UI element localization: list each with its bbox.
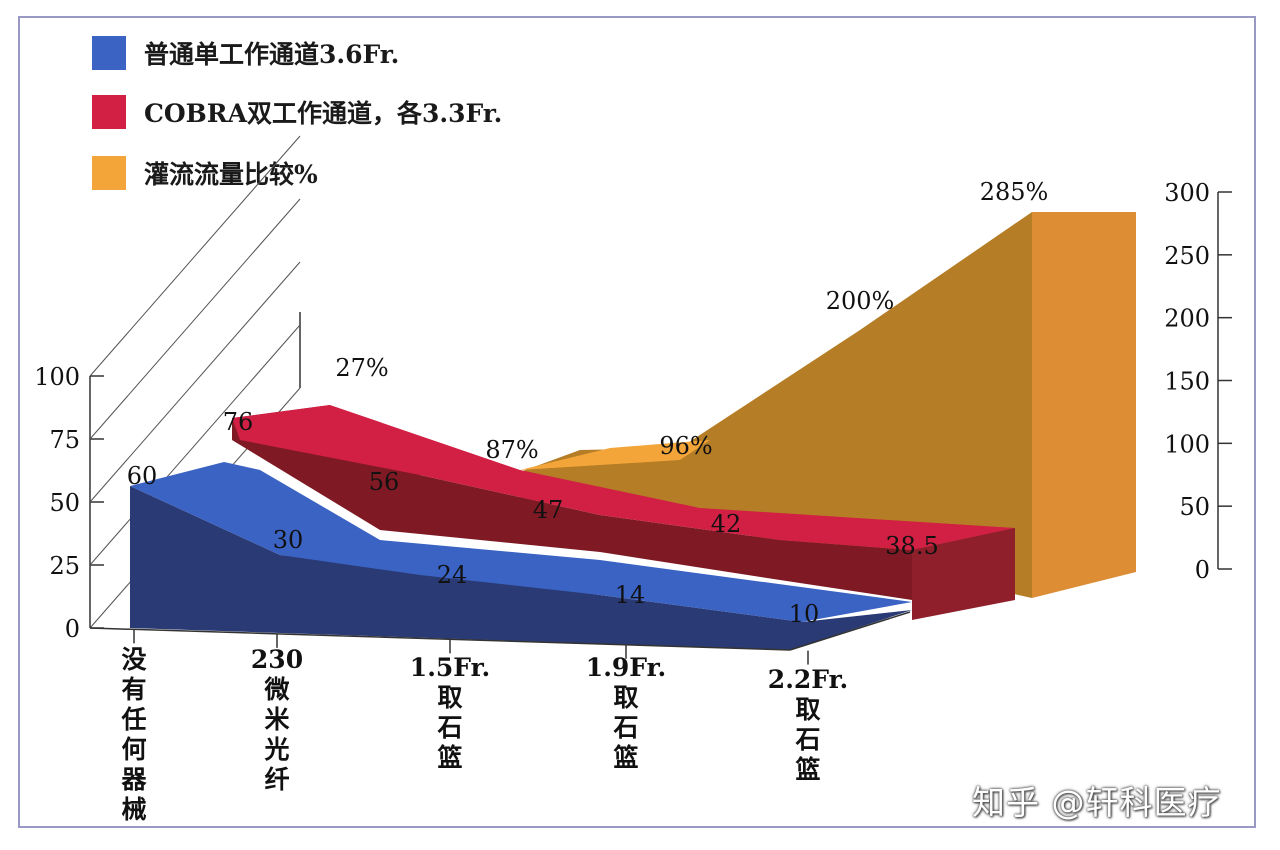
- category-label-1-line-0: 230: [251, 645, 303, 674]
- single-channel-data-label-4: 10: [789, 600, 820, 628]
- category-label-0-line-4: 器: [120, 765, 147, 794]
- irrigation-data-label-3: 200%: [826, 287, 895, 315]
- legend-swatch-orange: [92, 156, 126, 190]
- legend-swatch-blue: [92, 36, 126, 70]
- legend-item-irrigation: 灌流流量比较%: [92, 156, 318, 190]
- legend-label-cobra: COBRA双工作通道，各3.3Fr.: [144, 99, 503, 128]
- category-label-0-line-0: 没: [121, 645, 147, 674]
- cobra-data-label-0: 76: [223, 408, 254, 436]
- category-label-1-line-4: 纤: [264, 765, 289, 794]
- cobra-data-label-4: 38.5: [885, 532, 938, 560]
- irrigation-data-label-0: 27%: [335, 354, 388, 382]
- cobra-data-label-2: 47: [533, 496, 564, 524]
- cobra-data-label-3: 42: [711, 510, 742, 538]
- category-label-4-line-3: 篮: [794, 755, 820, 784]
- category-label-1-line-3: 光: [263, 735, 289, 764]
- irrigation-top-face: [520, 440, 710, 470]
- irrigation-data-label-1: 87%: [485, 436, 538, 464]
- right-axis-tick-label-250: 250: [1164, 242, 1210, 270]
- left-gridline: [89, 261, 301, 503]
- single-channel-side-face: [130, 486, 912, 650]
- category-label-0-line-3: 何: [121, 735, 146, 764]
- cobra-top-face: [232, 405, 1015, 550]
- single-channel-data-label-2: 24: [437, 561, 468, 589]
- right-axis-tick-label-200: 200: [1164, 305, 1210, 333]
- left-gridline: [89, 135, 301, 377]
- left-gridline: [89, 324, 301, 566]
- right-axis-tick-label-50: 50: [1179, 493, 1210, 521]
- single-channel-top-face: [130, 462, 912, 622]
- category-label-0-line-1: 有: [121, 675, 146, 704]
- category-label-1-line-2: 米: [264, 705, 290, 734]
- legend-label-single-channel: 普通单工作通道3.6Fr.: [144, 40, 400, 69]
- cobra-data-label-1: 56: [369, 468, 400, 496]
- left-axis-tick-label-0: 0: [65, 615, 80, 643]
- category-label-0-line-5: 械: [121, 795, 146, 824]
- legend-item-single-channel: 普通单工作通道3.6Fr.: [92, 36, 399, 70]
- category-label-3-line-2: 石: [612, 713, 638, 742]
- category-label-4-line-2: 石: [794, 725, 820, 754]
- category-label-4-line-0: 2.2Fr.: [768, 665, 848, 694]
- category-label-1-line-1: 微: [263, 675, 289, 704]
- category-label-0-line-2: 任: [120, 705, 146, 734]
- right-axis-tick-label-0: 0: [1195, 556, 1210, 584]
- category-label-2-line-3: 篮: [436, 743, 462, 772]
- cobra-side-face: [232, 405, 1015, 600]
- category-label-4-line-1: 取: [795, 695, 820, 724]
- right-axis-tick-label-100: 100: [1164, 430, 1210, 458]
- left-axis-tick-label-100: 100: [34, 363, 80, 391]
- irrigation-data-label-4: 285%: [980, 178, 1049, 206]
- legend-swatch-red: [92, 95, 126, 129]
- x-axis-depth-line: [789, 611, 911, 651]
- left-axis-tick-label-75: 75: [49, 426, 80, 454]
- category-label-3-line-1: 取: [613, 683, 638, 712]
- single-channel-data-label-3: 14: [615, 581, 646, 609]
- left-gridline: [89, 198, 301, 440]
- category-label-2-line-0: 1.5Fr.: [410, 653, 490, 682]
- legend-label-irrigation: 灌流流量比较%: [144, 160, 318, 189]
- irrigation-end-face: [1032, 212, 1136, 598]
- category-label-3-line-0: 1.9Fr.: [586, 653, 666, 682]
- irrigation-data-label-2: 96%: [659, 432, 712, 460]
- x-axis-line: [89, 627, 791, 651]
- category-label-3-line-3: 篮: [612, 743, 638, 772]
- category-label-2-line-1: 取: [437, 683, 462, 712]
- category-label-2-line-2: 石: [436, 713, 462, 742]
- single-channel-data-label-1: 30: [273, 526, 304, 554]
- right-axis-tick-label-150: 150: [1164, 368, 1210, 396]
- watermark-text: 知乎 @轩科医疗: [972, 783, 1222, 822]
- left-axis-tick-label-25: 25: [49, 552, 80, 580]
- right-axis-tick-label-300: 300: [1164, 179, 1210, 207]
- left-axis-tick-label-50: 50: [49, 489, 80, 517]
- single-channel-data-label-0: 60: [127, 462, 158, 490]
- cobra-end-face: [912, 528, 1015, 620]
- legend-item-cobra: COBRA双工作通道，各3.3Fr.: [92, 95, 502, 129]
